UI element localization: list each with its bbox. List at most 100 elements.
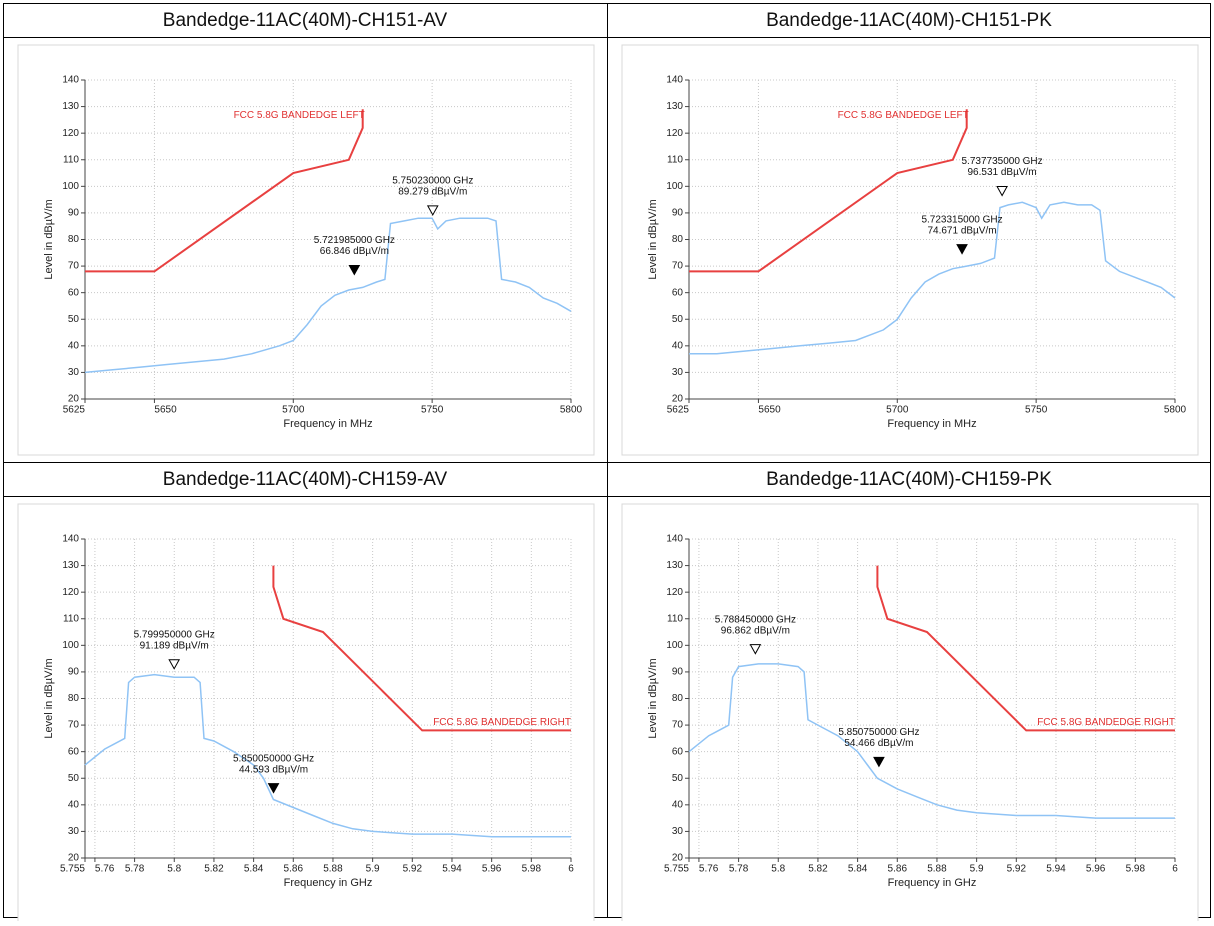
limit-line (85, 109, 364, 273)
y-tick-label: 30 (68, 826, 80, 837)
x-tick-label: 5750 (1025, 405, 1048, 416)
y-tick-label: 30 (672, 826, 684, 837)
marker-label: 96.862 dBµV/m (721, 625, 790, 636)
y-tick-label: 110 (667, 613, 683, 624)
x-tick-label: 5700 (282, 405, 305, 416)
trace (84, 673, 571, 838)
limit-label: FCC 5.8G BANDEDGE RIGHT (1037, 717, 1175, 728)
y-tick-label: 60 (672, 746, 684, 757)
marker (267, 783, 280, 794)
y-tick-label: 110 (63, 154, 79, 165)
y-tick-label: 140 (62, 534, 79, 545)
x-tick-label: 5.98 (522, 864, 542, 875)
chart-frame (17, 44, 595, 456)
chart-panel: Bandedge-11AC(40M)-CH159-AV 20 30 40 50 60 70 8… (17, 469, 595, 923)
limit-line (272, 565, 571, 732)
y-tick-label: 90 (68, 208, 80, 219)
marker-label: 89.279 dBµV/m (398, 186, 467, 197)
y-tick-label: 80 (68, 234, 80, 245)
x-tick-label: 5.92 (1007, 864, 1027, 875)
marker (956, 244, 968, 255)
x-tick-label: 5.98 (1126, 864, 1146, 875)
chart-frame (621, 503, 1199, 923)
y-tick-label: 20 (68, 853, 80, 864)
x-tick-label: 5.78 (729, 864, 749, 875)
marker (168, 659, 181, 670)
y-tick-label: 60 (672, 287, 684, 298)
y-tick-label: 120 (666, 128, 683, 139)
y-axis-label: Level in dBµV/m (647, 658, 659, 738)
y-tick-label: 20 (68, 394, 80, 405)
x-tick-label: 5.86 (888, 864, 908, 875)
x-tick-label: 5.96 (1086, 864, 1106, 875)
chart-panel: Bandedge-11AC(40M)-CH151-AV 20 30 40 50 60 70 8… (17, 10, 595, 456)
trace (689, 201, 1176, 355)
marker-label: 5.723315000 GHz (921, 214, 1002, 225)
chart-frame (621, 44, 1199, 456)
marker-label: 44.593 dBµV/m (239, 764, 308, 775)
y-tick-label: 50 (672, 314, 684, 325)
x-tick-label: 5.88 (927, 864, 947, 875)
x-tick-label: 5.8 (771, 864, 785, 875)
marker (996, 186, 1008, 197)
x-tick-label: 5625 (63, 405, 86, 416)
y-tick-label: 100 (666, 640, 683, 651)
marker-label: 96.531 dBµV/m (968, 167, 1037, 178)
marker-label: 5.799950000 GHz (134, 629, 215, 640)
y-tick-label: 30 (68, 367, 80, 378)
y-tick-label: 60 (68, 746, 80, 757)
x-tick-label: 5.84 (848, 864, 868, 875)
y-tick-label: 30 (672, 367, 684, 378)
x-tick-label: 5.9 (970, 864, 984, 875)
limit-label: FCC 5.8G BANDEDGE LEFT (838, 110, 969, 121)
y-tick-label: 70 (68, 720, 80, 731)
x-tick-label: 5800 (560, 405, 583, 416)
y-tick-label: 20 (672, 853, 684, 864)
marker (749, 644, 762, 655)
y-tick-label: 130 (666, 560, 683, 571)
y-tick-label: 40 (672, 340, 684, 351)
x-tick-label: 5.755 (60, 864, 85, 875)
x-axis-label: Frequency in MHz (887, 418, 976, 430)
marker-label: 5.850750000 GHz (838, 727, 919, 738)
y-tick-label: 60 (68, 287, 80, 298)
x-tick-label: 6 (568, 864, 574, 875)
y-tick-label: 70 (68, 261, 80, 272)
panel-title: Bandedge-11AC(40M)-CH151-PK (766, 10, 1052, 31)
y-tick-label: 110 (63, 613, 79, 624)
y-axis-label: Level in dBµV/m (43, 199, 55, 279)
y-tick-label: 40 (672, 799, 684, 810)
x-tick-label: 5.755 (664, 864, 689, 875)
trace (84, 217, 572, 374)
y-tick-label: 140 (666, 534, 683, 545)
x-tick-label: 5.96 (482, 864, 502, 875)
marker-label: 54.466 dBµV/m (844, 738, 913, 749)
y-tick-label: 100 (62, 181, 79, 192)
y-tick-label: 130 (62, 101, 79, 112)
x-tick-label: 5.76 (699, 864, 719, 875)
x-axis-label: Frequency in MHz (283, 418, 372, 430)
x-tick-label: 6 (1172, 864, 1178, 875)
y-tick-label: 140 (666, 75, 683, 86)
x-tick-label: 5.88 (323, 864, 343, 875)
chart-panel: Bandedge-11AC(40M)-CH151-PK 20 30 40 50 60 70 8… (621, 10, 1199, 456)
y-tick-label: 40 (68, 799, 80, 810)
marker (426, 205, 439, 216)
y-tick-label: 80 (672, 693, 684, 704)
chart-frame (17, 503, 595, 923)
x-tick-label: 5800 (1164, 405, 1187, 416)
marker-label: 91.189 dBµV/m (140, 640, 209, 651)
y-tick-label: 50 (68, 773, 80, 784)
y-tick-label: 90 (672, 208, 684, 219)
y-tick-label: 90 (68, 667, 80, 678)
x-tick-label: 5.92 (403, 864, 423, 875)
chart-panel: Bandedge-11AC(40M)-CH159-PK 20 30 40 50 60 70 8… (621, 469, 1199, 923)
y-tick-label: 80 (68, 693, 80, 704)
x-tick-label: 5.78 (125, 864, 145, 875)
y-tick-label: 120 (62, 587, 79, 598)
y-tick-label: 40 (68, 340, 80, 351)
y-tick-label: 90 (672, 667, 684, 678)
x-tick-label: 5.82 (204, 864, 224, 875)
y-tick-label: 80 (672, 234, 684, 245)
x-tick-label: 5.84 (244, 864, 264, 875)
